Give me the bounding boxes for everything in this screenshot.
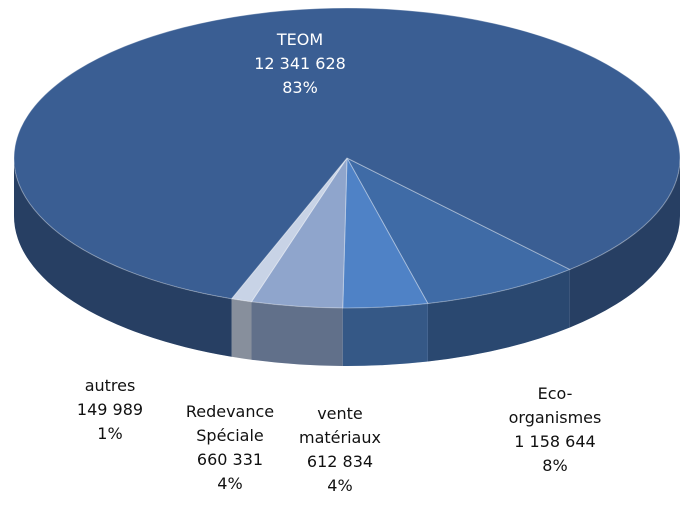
category-label: Eco-organismes <box>508 384 602 427</box>
category-label: TEOM <box>276 30 324 49</box>
category-label: vente matériaux <box>299 404 381 447</box>
slice-side <box>342 303 428 366</box>
percent-label: 1% <box>97 424 123 443</box>
data-label: Redevance Spéciale 660 331 4% <box>180 400 280 496</box>
percent-label: 8% <box>542 456 568 475</box>
slice-side <box>427 269 570 362</box>
value-label: 12 341 628 <box>254 54 346 73</box>
slice-side <box>569 158 680 328</box>
data-label: TEOM 12 341 628 83% <box>220 28 380 100</box>
side-shade <box>251 301 343 366</box>
slice <box>230 157 348 303</box>
side-shade <box>569 158 680 328</box>
percent-label: 4% <box>217 474 243 493</box>
slice <box>345 156 572 305</box>
slice-side <box>251 301 343 366</box>
value-label: 660 331 <box>196 450 264 469</box>
data-label: Eco-organismes 1 158 644 8% <box>500 382 610 478</box>
data-label: vente matériaux 612 834 4% <box>290 402 390 498</box>
slice <box>342 156 429 309</box>
value-label: 612 834 <box>306 452 374 471</box>
value-label: 1 158 644 <box>514 432 596 451</box>
percent-label: 4% <box>327 476 353 495</box>
category-label: autres <box>84 376 136 395</box>
side-shade <box>231 298 252 360</box>
side-shade <box>342 303 428 366</box>
category-label: Redevance Spéciale <box>185 402 275 445</box>
percent-label: 83% <box>282 78 318 97</box>
slice-side <box>231 298 252 360</box>
data-label: autres 149 989 1% <box>70 374 150 446</box>
slice-side <box>13 158 232 357</box>
side-shade <box>13 158 232 357</box>
slice <box>250 156 348 309</box>
side-shade <box>427 269 570 362</box>
value-label: 149 989 <box>76 400 144 419</box>
